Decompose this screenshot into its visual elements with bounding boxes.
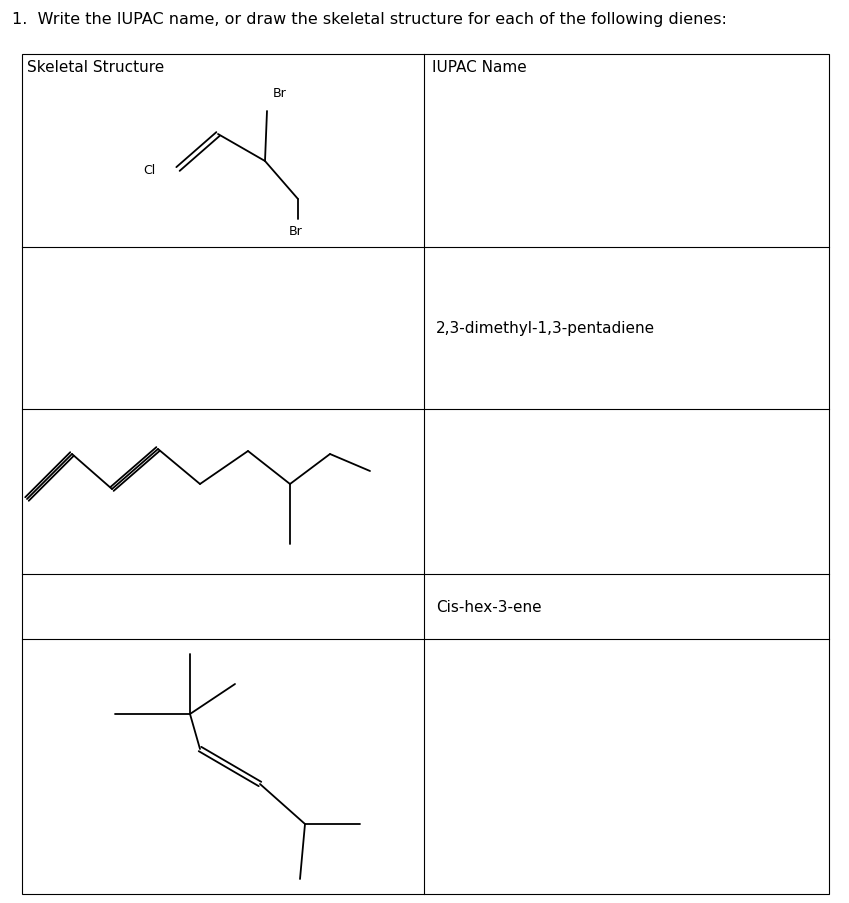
Text: Cis-hex-3-ene: Cis-hex-3-ene [436, 600, 542, 614]
Text: Br: Br [290, 225, 303, 237]
Text: 1.  Write the IUPAC name, or draw the skeletal structure for each of the followi: 1. Write the IUPAC name, or draw the ske… [12, 12, 727, 27]
Text: 2,3-dimethyl-1,3-pentadiene: 2,3-dimethyl-1,3-pentadiene [436, 321, 655, 336]
Text: IUPAC Name: IUPAC Name [432, 60, 526, 75]
Text: Cl: Cl [143, 163, 155, 176]
Text: Br: Br [273, 87, 287, 100]
Text: Skeletal Structure: Skeletal Structure [27, 60, 164, 75]
